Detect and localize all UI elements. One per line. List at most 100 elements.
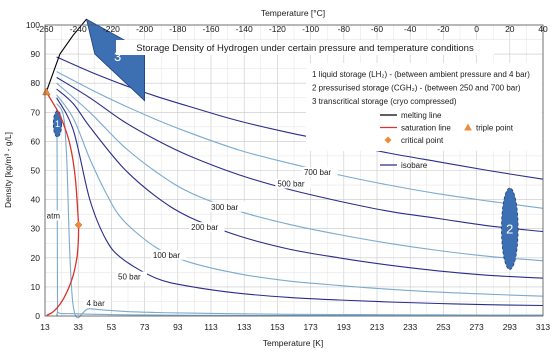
y-tick-label: 90 bbox=[31, 49, 41, 59]
y-tick-label: 30 bbox=[31, 224, 41, 234]
y-axis-title: Density [kg/m³ - g/L] bbox=[3, 132, 13, 208]
triple-point-marker bbox=[42, 87, 51, 96]
isobar-label-100-bar: 100 bar bbox=[153, 251, 180, 260]
legend: 1 liquid storage (LH₂) - (between ambien… bbox=[306, 63, 542, 170]
region-1 bbox=[52, 110, 62, 138]
isobar-lines bbox=[56, 56, 544, 319]
isobar-label-atm: atm bbox=[47, 212, 61, 221]
x2-tick-label: -160 bbox=[202, 24, 219, 34]
x2-tick-label: -140 bbox=[236, 24, 253, 34]
y-tick-label: 100 bbox=[26, 20, 40, 30]
region-label-2: 2 bbox=[506, 221, 513, 236]
series-melting-line bbox=[45, 18, 87, 93]
y-tick-label: 10 bbox=[31, 282, 41, 292]
isobar-label-bg bbox=[116, 271, 148, 282]
isobar-label-bg bbox=[150, 249, 187, 260]
x2-tick-label: -120 bbox=[269, 24, 286, 34]
x2-tick-label: -20 bbox=[437, 24, 450, 34]
isobar-label-bg bbox=[301, 166, 338, 177]
region-label-1: 1 bbox=[55, 119, 60, 129]
legend-label-saturation-line: saturation line bbox=[401, 124, 451, 133]
y-tick-label: 0 bbox=[35, 311, 40, 321]
x-tick-label: 173 bbox=[304, 322, 318, 332]
x-tick-label: 213 bbox=[370, 322, 384, 332]
x-tick-label: 13 bbox=[40, 322, 50, 332]
isobar-label-200-bar: 200 bar bbox=[191, 223, 218, 232]
x-tick-label: 293 bbox=[503, 322, 517, 332]
isobar-label-bg bbox=[189, 222, 225, 233]
series-4-bar bbox=[56, 103, 544, 319]
legend-label-isobare: isobare bbox=[401, 161, 428, 170]
series-300-bar bbox=[56, 82, 544, 262]
legend-swatch-critical-point bbox=[384, 136, 392, 144]
isobar-label-300-bar: 300 bar bbox=[211, 203, 238, 212]
series-saturation-line bbox=[45, 91, 80, 316]
legend-label-critical-point: critical point bbox=[401, 136, 444, 145]
x2-tick-label: -240 bbox=[70, 24, 87, 34]
isobar-label-bg bbox=[209, 201, 245, 212]
legend-label-melting-line: melting line bbox=[401, 111, 442, 120]
x2-tick-label: -200 bbox=[136, 24, 153, 34]
legend-label-triple-point: triple point bbox=[476, 124, 514, 133]
x2-tick-label: 20 bbox=[505, 24, 515, 34]
isobar-label-700-bar: 700 bar bbox=[304, 168, 331, 177]
storage-regions: 1 2 3 bbox=[52, 18, 519, 270]
x2-tick-label: 40 bbox=[538, 24, 548, 34]
x2-axis-title: Temperature [°C] bbox=[261, 8, 325, 18]
legend-region-2: 2 pressurised storage (CGH₂) - (between … bbox=[312, 84, 521, 93]
isobar-label-50-bar: 50 bar bbox=[118, 273, 141, 282]
x-tick-label: 73 bbox=[140, 322, 150, 332]
region-2 bbox=[501, 187, 519, 270]
x2-tick-label: -220 bbox=[103, 24, 120, 34]
x-tick-label: 313 bbox=[536, 322, 550, 332]
region-label-3: 3 bbox=[114, 49, 121, 64]
axis-ticks: 13-26033-24053-22073-20093-180113-160133… bbox=[26, 20, 551, 332]
x-tick-label: 153 bbox=[270, 322, 284, 332]
x-tick-label: 33 bbox=[73, 322, 83, 332]
y-tick-label: 60 bbox=[31, 136, 41, 146]
y-tick-label: 50 bbox=[31, 166, 41, 176]
x2-tick-label: -260 bbox=[36, 24, 53, 34]
series-100-bar bbox=[56, 94, 544, 297]
y-tick-label: 20 bbox=[31, 253, 41, 263]
critical-point-marker bbox=[74, 221, 83, 229]
x-tick-label: 133 bbox=[237, 322, 251, 332]
x-tick-label: 273 bbox=[470, 322, 484, 332]
isobar-label-500-bar: 500 bar bbox=[277, 180, 304, 189]
legend-region-3: 3 transcritical storage (cryo compressed… bbox=[312, 97, 457, 106]
x-tick-label: 193 bbox=[337, 322, 351, 332]
y-tick-label: 80 bbox=[31, 78, 41, 88]
chart-title: Storage Density of Hydrogen under certai… bbox=[136, 43, 474, 54]
x2-tick-label: -100 bbox=[302, 24, 319, 34]
series-700-bar bbox=[56, 71, 544, 209]
series-50-bar bbox=[56, 97, 544, 307]
x2-tick-label: 0 bbox=[474, 24, 479, 34]
phase-lines bbox=[45, 18, 87, 316]
x-tick-label: 233 bbox=[403, 322, 417, 332]
phase-points bbox=[42, 87, 83, 229]
series-200-bar bbox=[56, 88, 544, 279]
series-1000-bar bbox=[56, 56, 544, 180]
chart-title-group: Storage Density of Hydrogen under certai… bbox=[116, 40, 494, 55]
isobar-label-bg bbox=[84, 297, 111, 308]
plot-frame bbox=[44, 24, 544, 317]
legend-region-1: 1 liquid storage (LH₂) - (between ambien… bbox=[312, 70, 530, 79]
isobar-label-bg bbox=[44, 210, 63, 221]
x-tick-label: 53 bbox=[107, 322, 117, 332]
x-axis-title: Temperature [K] bbox=[263, 338, 323, 348]
x2-tick-label: -60 bbox=[371, 24, 384, 34]
x2-tick-label: -180 bbox=[169, 24, 186, 34]
x2-tick-label: -80 bbox=[338, 24, 351, 34]
isobar-label-bg bbox=[275, 178, 311, 189]
x-tick-label: 113 bbox=[204, 322, 218, 332]
x-tick-label: 93 bbox=[173, 322, 183, 332]
x2-tick-label: -40 bbox=[404, 24, 417, 34]
legend-swatch-triple-point bbox=[464, 123, 472, 131]
series-500-bar bbox=[56, 76, 544, 233]
x-tick-label: 253 bbox=[436, 322, 450, 332]
y-tick-label: 70 bbox=[31, 107, 41, 117]
y-tick-label: 40 bbox=[31, 195, 41, 205]
isobar-label-4-bar: 4 bar bbox=[87, 299, 106, 308]
